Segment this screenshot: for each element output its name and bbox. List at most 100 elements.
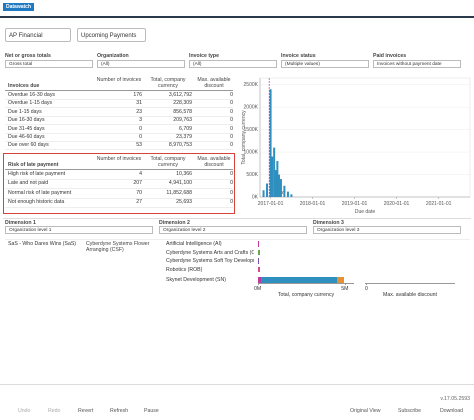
- table-cell: 0: [230, 142, 233, 149]
- plot-area: [259, 77, 471, 198]
- table-cell: 4: [139, 171, 142, 177]
- table-cell: 23: [136, 108, 142, 115]
- x-tick-label: 2018-01-01: [300, 201, 326, 207]
- x-axis-title: Due date: [355, 209, 376, 215]
- dimension-select[interactable]: Organization level 1: [5, 226, 153, 234]
- filter-select[interactable]: (All): [189, 60, 277, 68]
- table-cell: Due 16-30 days: [8, 117, 45, 124]
- filter-label: Organization: [97, 53, 129, 59]
- dimension-select[interactable]: Organization level 2: [159, 226, 307, 234]
- table-cell: High risk of late payment: [8, 171, 66, 177]
- filter-label: Paid invoices: [373, 53, 407, 59]
- table-cell: 0: [139, 134, 142, 140]
- row-rule: [5, 178, 233, 180]
- bar: [273, 147, 276, 197]
- bar-segment: [258, 277, 262, 284]
- x-tick-label: 2017-01-01: [258, 201, 284, 207]
- table-cell: Overdue 16-30 days: [8, 92, 56, 98]
- table-cell: 6,709: [179, 125, 192, 132]
- table-header: Number of invoices: [96, 77, 142, 83]
- workbook-select[interactable]: AP Financial: [5, 28, 71, 42]
- table-cell: 23,379: [176, 134, 192, 140]
- table-cell: 4,941,100: [168, 180, 192, 187]
- table-cell: 70: [136, 189, 142, 196]
- filter-select[interactable]: Invoices without payment date: [373, 60, 461, 68]
- bar: [290, 194, 293, 197]
- row-rule: [5, 207, 233, 209]
- bar-segment: [258, 241, 260, 247]
- row-rule: [5, 115, 233, 117]
- view-button[interactable]: Original View: [350, 408, 381, 414]
- level3-label: Artificial Intelligence (AI): [166, 241, 222, 247]
- row-rule: [5, 98, 233, 100]
- level3-label: Skynet Development (SN): [166, 277, 226, 283]
- bar-segment: [258, 249, 261, 255]
- filter-label: Invoice status: [281, 53, 316, 59]
- table-cell: 0: [139, 125, 142, 132]
- axis-line: [365, 283, 455, 284]
- table-header: Max. available discount: [197, 77, 231, 89]
- toolbar-button[interactable]: Pause: [144, 408, 159, 414]
- row-rule: [5, 132, 233, 134]
- bar: [274, 170, 277, 197]
- level3-label: Robotics (ROB): [166, 266, 203, 273]
- logo: Datawatch: [3, 3, 35, 11]
- table-cell: 0: [230, 180, 233, 187]
- filter-select[interactable]: Gross total: [5, 60, 93, 68]
- table-rule: [5, 90, 233, 91]
- table-cell: Late and not paid: [8, 180, 49, 187]
- x-tick-label: 0: [365, 286, 368, 292]
- dimension-select[interactable]: Organization level 3: [313, 226, 461, 234]
- footer-border: [0, 384, 474, 385]
- filter-select[interactable]: (Multiple values): [281, 60, 369, 68]
- row-rule: [5, 124, 233, 126]
- filter-label: Invoice type: [189, 53, 219, 59]
- bar-segment: [261, 277, 337, 284]
- table-cell: 209,763: [173, 117, 192, 124]
- table-cell: 27: [136, 199, 142, 206]
- filter-label: Net or gross totals: [5, 53, 51, 59]
- x-tick-label: 5M: [341, 286, 349, 292]
- table-header: Invoices due: [8, 83, 40, 89]
- dimension-label: Dimension 1: [5, 220, 36, 226]
- filter-select[interactable]: (All): [97, 60, 185, 68]
- row-rule: [5, 149, 233, 151]
- tick-mark: [366, 283, 367, 285]
- bar: [269, 89, 272, 197]
- table-cell: 11,852,688: [166, 189, 192, 196]
- axis-title: Max. available discount: [383, 292, 437, 298]
- toolbar-button[interactable]: Refresh: [110, 408, 129, 414]
- y-tick-label: 1000K: [244, 150, 259, 156]
- toolbar-button[interactable]: Undo: [18, 408, 31, 414]
- bar: [271, 156, 274, 197]
- table-cell: 0: [230, 117, 233, 124]
- row-rule: [5, 197, 233, 199]
- x-tick-label: 2021-01-01: [426, 201, 452, 207]
- table-cell: 31: [136, 100, 142, 107]
- table-cell: 176: [133, 92, 142, 98]
- toolbar-button[interactable]: Revert: [78, 408, 94, 414]
- tick-mark: [258, 283, 259, 285]
- view-button[interactable]: Download: [440, 408, 464, 414]
- row-rule: [5, 188, 233, 190]
- x-tick-label: 2019-01-01: [342, 201, 368, 207]
- table-cell: 10,366: [176, 171, 192, 177]
- table-header: Total, company currency: [150, 77, 186, 89]
- bar: [283, 185, 286, 197]
- x-tick-label: 0M: [254, 286, 262, 292]
- dashboard-select[interactable]: Upcoming Payments: [77, 28, 146, 42]
- y-tick-label: 0K: [252, 195, 259, 201]
- table-cell: Overdue 1-15 days: [8, 100, 53, 107]
- bar-segment: [258, 266, 261, 272]
- table-cell: Due 31-45 days: [8, 125, 45, 132]
- bar: [279, 179, 282, 197]
- view-button[interactable]: Subscribe: [398, 408, 422, 414]
- level2-label: Cyberdyne Systems Flower Arranging (CSF): [86, 241, 150, 253]
- header-bar: [0, 16, 474, 18]
- bar: [276, 161, 279, 197]
- table-cell: 3,612,792: [168, 92, 192, 98]
- toolbar-button[interactable]: Redo: [48, 408, 61, 414]
- table-header: Number of invoices: [96, 156, 142, 162]
- dimension-label: Dimension 3: [313, 220, 344, 226]
